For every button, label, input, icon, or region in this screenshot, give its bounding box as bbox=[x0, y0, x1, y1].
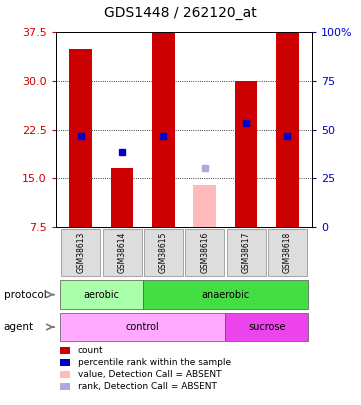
Bar bbox=[143, 280, 308, 309]
Bar bbox=[61, 228, 100, 277]
Text: GSM38618: GSM38618 bbox=[283, 232, 292, 273]
Text: protocol: protocol bbox=[4, 290, 46, 300]
Bar bbox=[185, 228, 224, 277]
Text: rank, Detection Call = ABSENT: rank, Detection Call = ABSENT bbox=[78, 382, 217, 391]
Bar bbox=[227, 228, 266, 277]
Bar bbox=[103, 228, 142, 277]
Bar bbox=[268, 228, 307, 277]
Bar bbox=[60, 313, 226, 341]
Text: sucrose: sucrose bbox=[248, 322, 286, 332]
Bar bbox=[235, 81, 257, 227]
Text: GSM38617: GSM38617 bbox=[242, 232, 251, 273]
Bar bbox=[69, 49, 92, 227]
Text: control: control bbox=[126, 322, 160, 332]
Bar bbox=[152, 32, 175, 227]
Text: anaerobic: anaerobic bbox=[201, 290, 249, 300]
Text: percentile rank within the sample: percentile rank within the sample bbox=[78, 358, 231, 367]
Text: aerobic: aerobic bbox=[83, 290, 119, 300]
Bar bbox=[111, 168, 134, 227]
Text: GSM38614: GSM38614 bbox=[118, 232, 127, 273]
Bar bbox=[60, 280, 143, 309]
Text: GSM38615: GSM38615 bbox=[159, 232, 168, 273]
Text: count: count bbox=[78, 346, 103, 355]
Bar bbox=[276, 32, 299, 227]
Text: GSM38613: GSM38613 bbox=[76, 232, 85, 273]
Bar bbox=[226, 313, 308, 341]
Text: GDS1448 / 262120_at: GDS1448 / 262120_at bbox=[104, 6, 257, 20]
Text: value, Detection Call = ABSENT: value, Detection Call = ABSENT bbox=[78, 370, 221, 379]
Bar bbox=[193, 185, 216, 227]
Text: GSM38616: GSM38616 bbox=[200, 232, 209, 273]
Bar bbox=[144, 228, 183, 277]
Text: agent: agent bbox=[4, 322, 34, 332]
